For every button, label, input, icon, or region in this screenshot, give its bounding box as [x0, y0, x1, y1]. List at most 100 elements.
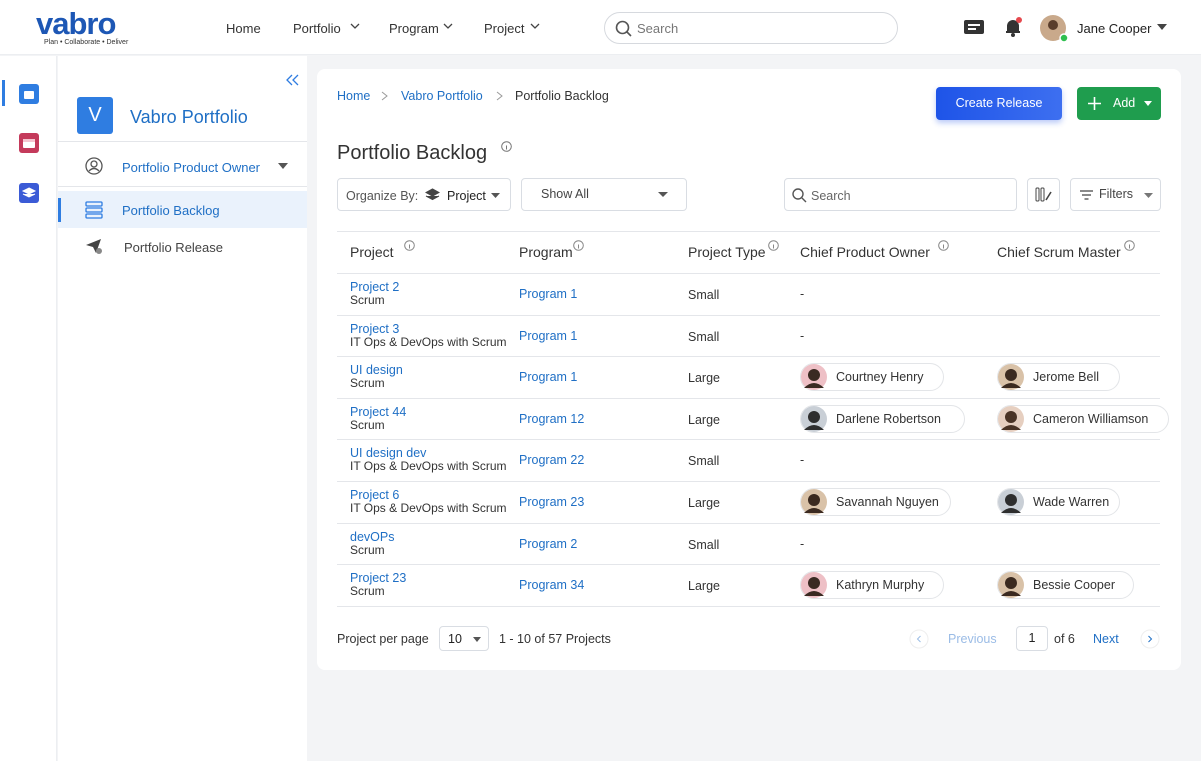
tagline: Plan • Collaborate • Deliver — [44, 39, 129, 46]
project-link[interactable]: devOPs — [350, 529, 395, 544]
person-avatar — [801, 489, 827, 515]
show-select[interactable]: Show All — [521, 178, 687, 211]
page-title: Portfolio Backlog — [337, 142, 488, 164]
user-avatar[interactable] — [1039, 14, 1069, 44]
prev-arrow[interactable] — [909, 629, 929, 649]
nav-indicator — [58, 198, 61, 222]
rail-project[interactable] — [19, 183, 39, 203]
project-link[interactable]: UI design — [350, 363, 403, 378]
info-icon — [768, 240, 779, 251]
column-header: Project Type — [688, 244, 766, 260]
next-arrow[interactable] — [1140, 629, 1160, 649]
column-header: Chief Product Owner — [800, 244, 930, 260]
per-page-label: Project per page — [337, 632, 429, 646]
collapse-icon[interactable] — [286, 74, 300, 86]
rail-portfolio[interactable] — [19, 84, 39, 104]
person-avatar — [801, 572, 827, 599]
project-link[interactable]: Project 3 — [350, 321, 400, 336]
user-caret[interactable] — [1157, 24, 1167, 30]
person-name: Bessie Cooper — [1033, 578, 1115, 593]
person-name: Kathryn Murphy — [836, 578, 925, 593]
project-method: Scrum — [350, 542, 385, 557]
owner-empty: - — [800, 287, 805, 301]
previous-button[interactable]: Previous — [948, 632, 997, 646]
table-rule — [337, 564, 1160, 566]
person-avatar — [998, 405, 1024, 432]
nav-item[interactable]: Portfolio Release — [124, 240, 223, 255]
person-chip[interactable] — [800, 404, 965, 433]
per-page-select[interactable]: 10 — [439, 626, 489, 651]
nav-item-active[interactable] — [58, 191, 307, 228]
program-link[interactable]: Program 1 — [519, 328, 578, 343]
project-type: Small — [688, 288, 720, 302]
inbox-icon[interactable] — [963, 19, 985, 37]
filters-button[interactable]: Filters — [1070, 178, 1161, 211]
column-header: Chief Scrum Master — [997, 244, 1121, 260]
program-link[interactable]: Program 22 — [519, 453, 585, 468]
nav-link[interactable]: Program — [389, 21, 439, 36]
person-name: Courtney Henry — [836, 370, 924, 385]
project-type: Small — [688, 454, 720, 469]
top-search[interactable]: Search — [604, 12, 898, 44]
show-value: Show All — [541, 187, 589, 201]
add-button[interactable]: Add — [1077, 87, 1161, 120]
table-search[interactable]: Search — [784, 178, 1017, 211]
project-link[interactable]: Project 23 — [350, 571, 407, 586]
owner-empty: - — [800, 328, 805, 343]
organize-label: Organize By: — [346, 189, 419, 203]
program-link[interactable]: Program 12 — [519, 411, 585, 426]
project-link[interactable]: UI design dev — [350, 446, 427, 461]
nav-caret[interactable] — [443, 23, 453, 30]
project-link[interactable]: Project 44 — [350, 404, 407, 419]
nav-caret[interactable] — [530, 23, 540, 30]
bell-icon[interactable] — [1003, 17, 1023, 37]
project-type: Large — [688, 412, 720, 427]
person-name: Darlene Robertson — [836, 411, 941, 426]
info-icon — [938, 240, 949, 251]
organize-select[interactable]: Organize By: Project — [337, 178, 511, 211]
crumb-sep — [496, 91, 503, 101]
program-link[interactable]: Program 23 — [519, 495, 585, 509]
filter-icon — [1080, 190, 1093, 200]
breadcrumb[interactable]: Home — [337, 89, 371, 103]
caret — [473, 637, 481, 642]
program-link[interactable]: Program 34 — [519, 578, 585, 593]
project-type: Large — [688, 496, 720, 510]
table-rule — [337, 397, 1160, 399]
role-caret[interactable] — [278, 163, 288, 169]
columns-button[interactable] — [1027, 178, 1060, 211]
program-link[interactable]: Program 2 — [519, 536, 578, 551]
nav-caret[interactable] — [350, 23, 360, 30]
info-icon — [573, 240, 584, 251]
icon-rail — [0, 56, 57, 761]
user-name[interactable]: Jane Cooper — [1077, 21, 1152, 36]
nav-link[interactable]: Portfolio — [293, 21, 341, 36]
caret — [1144, 193, 1153, 198]
person-name: Cameron Williamson — [1033, 411, 1149, 426]
breadcrumb[interactable]: Vabro Portfolio — [401, 89, 483, 103]
logo[interactable]: vabro — [36, 6, 116, 41]
nav-link[interactable]: Project — [484, 21, 525, 36]
person-chip[interactable] — [997, 404, 1169, 433]
next-button[interactable]: Next — [1093, 632, 1119, 646]
person-name: Wade Warren — [1033, 495, 1110, 509]
project-method: IT Ops & DevOps with Scrum — [350, 459, 507, 474]
project-type: Large — [688, 371, 720, 386]
page-input[interactable]: 1 — [1016, 626, 1048, 651]
nav-item[interactable]: Portfolio Backlog — [122, 203, 220, 218]
rail-program[interactable] — [19, 133, 39, 153]
project-link[interactable]: Project 6 — [350, 488, 400, 502]
program-link[interactable]: Program 1 — [519, 287, 578, 301]
table-rule — [337, 605, 1160, 607]
divider — [58, 141, 307, 142]
portfolio-initial: V — [77, 97, 113, 134]
program-link[interactable]: Program 1 — [519, 370, 578, 385]
caret — [658, 192, 668, 197]
role-select[interactable]: Portfolio Product Owner — [122, 160, 261, 175]
project-link[interactable]: Project 2 — [350, 280, 400, 294]
nav-link[interactable]: Home — [226, 21, 261, 36]
create-release-button[interactable]: Create Release — [936, 87, 1062, 120]
person-name: Jerome Bell — [1033, 370, 1099, 385]
person-name: Savannah Nguyen — [836, 495, 939, 509]
